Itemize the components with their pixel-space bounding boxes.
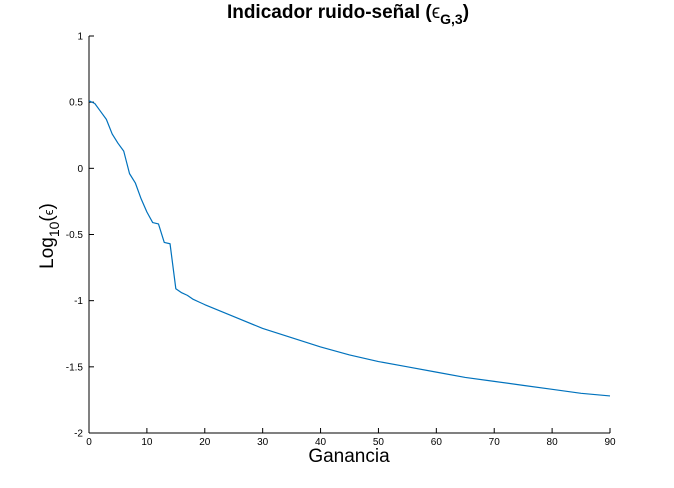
y-tick-label: 0.5 <box>69 98 83 109</box>
x-tick-label: 40 <box>315 437 327 448</box>
x-tick-label: 0 <box>86 437 92 448</box>
ylabel-subscript: 10 <box>46 221 62 237</box>
y-tick-label: -2 <box>74 429 83 440</box>
y-axis-ticks: -2 -1.5 -1 -0.5 0 0.5 1 <box>66 32 94 440</box>
x-tick-label: 70 <box>489 437 501 448</box>
x-tick-label: 10 <box>141 437 153 448</box>
ylabel-main: Log <box>37 237 58 269</box>
series-line <box>88 100 611 397</box>
x-tick-label: 80 <box>547 437 559 448</box>
y-axis-label: Log10(ϵ) <box>37 203 62 269</box>
x-tick-label: 20 <box>199 437 211 448</box>
ylabel-epsilon: ϵ <box>41 209 56 215</box>
title-epsilon: ϵ <box>432 2 440 23</box>
title-main: Indicador ruido-señal ( <box>227 2 432 23</box>
y-tick-label: 0 <box>77 164 83 175</box>
title-subscript: G,3 <box>440 11 463 27</box>
y-tick-label: -0.5 <box>66 230 84 241</box>
chart-title: Indicador ruido-señal (ϵG,3) <box>227 2 469 27</box>
x-axis-ticks: 0 10 20 30 40 50 60 70 80 90 <box>86 428 616 448</box>
x-tick-label: 30 <box>257 437 269 448</box>
title-close: ) <box>463 2 469 23</box>
x-tick-label: 50 <box>373 437 385 448</box>
plot-area: 0 10 20 30 40 50 60 70 80 90 -2 -1.5 -1 -0.5 0 0.5 1 <box>66 32 616 449</box>
x-tick-label: 60 <box>431 437 443 448</box>
x-tick-label: 90 <box>604 437 616 448</box>
y-tick-label: -1 <box>74 296 83 307</box>
y-tick-label: 1 <box>77 32 83 43</box>
x-axis-label: Ganancia <box>308 446 390 467</box>
series-layer <box>88 100 611 397</box>
ylabel-open: ( <box>37 215 58 222</box>
ylabel-close: ) <box>37 203 58 209</box>
y-tick-label: -1.5 <box>66 362 84 373</box>
